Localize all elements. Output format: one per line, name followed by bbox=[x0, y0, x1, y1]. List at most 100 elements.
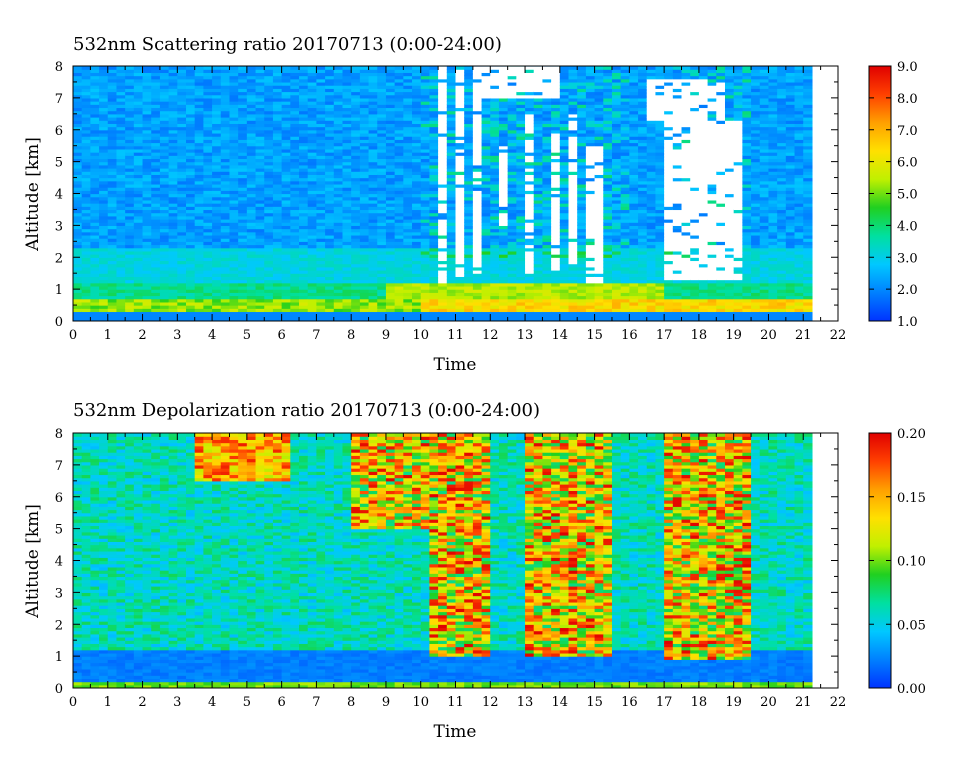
heatmap-cell bbox=[290, 168, 300, 172]
heatmap-cell bbox=[594, 164, 604, 169]
heatmap-cell bbox=[516, 110, 526, 115]
heatmap-cell bbox=[73, 266, 83, 271]
heatmap-cell bbox=[290, 266, 300, 271]
heatmap-cell bbox=[359, 123, 370, 128]
heatmap-cell bbox=[238, 285, 248, 290]
heatmap-cell bbox=[429, 247, 439, 252]
heatmap-cell bbox=[90, 142, 100, 147]
heatmap-cell bbox=[533, 311, 544, 316]
heatmap-cell bbox=[490, 215, 500, 220]
heatmap-cell bbox=[577, 215, 587, 220]
heatmap-cell bbox=[516, 117, 526, 121]
heatmap-cell bbox=[290, 117, 300, 121]
heatmap-cell bbox=[551, 228, 561, 233]
heatmap-cell bbox=[533, 180, 544, 185]
heatmap-cell bbox=[446, 161, 457, 166]
heatmap-cell bbox=[577, 142, 587, 147]
heatmap-cell bbox=[585, 177, 596, 182]
heatmap-cell bbox=[142, 91, 152, 96]
heatmap-cell bbox=[159, 196, 170, 201]
heatmap-cell bbox=[290, 206, 300, 211]
heatmap-cell bbox=[125, 85, 135, 89]
heatmap-cell bbox=[385, 260, 396, 265]
heatmap-cell bbox=[125, 199, 135, 204]
heatmap-cell bbox=[290, 88, 300, 93]
heatmap-cell bbox=[603, 225, 613, 230]
heatmap-cell bbox=[272, 314, 283, 319]
heatmap-cell bbox=[420, 203, 431, 207]
heatmap-cell bbox=[542, 94, 552, 99]
heatmap-cell bbox=[359, 101, 370, 105]
heatmap-cell bbox=[255, 234, 265, 239]
heatmap-cell bbox=[551, 285, 561, 290]
heatmap-cell bbox=[377, 117, 387, 121]
heatmap-cell bbox=[90, 174, 100, 179]
heatmap-cell bbox=[377, 244, 387, 249]
heatmap-cell bbox=[73, 276, 83, 281]
heatmap-cell bbox=[212, 104, 222, 109]
heatmap-cell bbox=[333, 254, 344, 258]
heatmap-cell bbox=[229, 107, 239, 112]
heatmap-cell bbox=[481, 101, 491, 105]
heatmap-cell bbox=[220, 177, 231, 182]
heatmap-cell bbox=[203, 244, 213, 249]
heatmap-cell bbox=[342, 270, 352, 274]
heatmap-cell bbox=[99, 107, 109, 112]
heatmap-cell bbox=[542, 276, 552, 281]
heatmap-cell bbox=[394, 104, 404, 109]
heatmap-cell bbox=[168, 117, 178, 121]
heatmap-cell bbox=[438, 164, 448, 169]
heatmap-cell bbox=[551, 196, 561, 201]
heatmap-cell bbox=[325, 212, 335, 217]
heatmap-cell bbox=[90, 88, 100, 93]
heatmap-cell bbox=[490, 228, 500, 233]
heatmap-cell bbox=[377, 120, 387, 124]
heatmap-cell bbox=[116, 101, 126, 105]
heatmap-cell bbox=[116, 85, 126, 89]
heatmap-cell bbox=[585, 219, 596, 223]
heatmap-cell bbox=[568, 180, 578, 185]
heatmap-cell bbox=[481, 123, 491, 128]
heatmap-cell bbox=[220, 209, 231, 214]
heatmap-cell bbox=[116, 187, 126, 191]
heatmap-cell bbox=[107, 177, 118, 182]
heatmap-cell bbox=[194, 164, 204, 169]
heatmap-cell bbox=[264, 120, 274, 124]
heatmap-cell bbox=[264, 85, 274, 89]
heatmap-cell bbox=[212, 155, 222, 160]
heatmap-cell bbox=[420, 196, 431, 201]
heatmap-cell bbox=[490, 145, 500, 150]
heatmap-cell bbox=[507, 209, 517, 214]
heatmap-cell bbox=[342, 285, 352, 290]
heatmap-cell bbox=[177, 139, 187, 144]
heatmap-cell bbox=[272, 78, 283, 83]
heatmap-cell bbox=[403, 317, 413, 321]
heatmap-cell bbox=[481, 132, 491, 137]
heatmap-cell bbox=[351, 225, 361, 230]
heatmap-cell bbox=[299, 187, 309, 191]
heatmap-cell bbox=[472, 148, 483, 153]
heatmap-cell bbox=[446, 85, 457, 89]
heatmap-cell bbox=[446, 292, 457, 297]
heatmap-cell bbox=[446, 88, 457, 93]
heatmap-cell bbox=[133, 279, 144, 284]
heatmap-cell bbox=[281, 199, 291, 204]
heatmap-cell bbox=[359, 69, 370, 73]
heatmap-cell bbox=[394, 266, 404, 271]
heatmap-cell bbox=[307, 187, 318, 191]
heatmap-cell bbox=[186, 250, 196, 255]
heatmap-cell bbox=[159, 263, 170, 268]
heatmap-cell bbox=[333, 174, 344, 179]
heatmap-cell bbox=[238, 203, 248, 207]
heatmap-cell bbox=[116, 266, 126, 271]
heatmap-cell bbox=[490, 254, 500, 258]
heatmap-cell bbox=[472, 276, 483, 281]
heatmap-cell bbox=[99, 148, 109, 153]
heatmap-cell bbox=[533, 155, 544, 160]
heatmap-cell bbox=[99, 129, 109, 134]
heatmap-cell bbox=[73, 285, 83, 290]
heatmap-cell bbox=[507, 314, 517, 319]
heatmap-cell bbox=[168, 78, 178, 83]
heatmap-cell bbox=[186, 285, 196, 290]
heatmap-cell bbox=[377, 228, 387, 233]
